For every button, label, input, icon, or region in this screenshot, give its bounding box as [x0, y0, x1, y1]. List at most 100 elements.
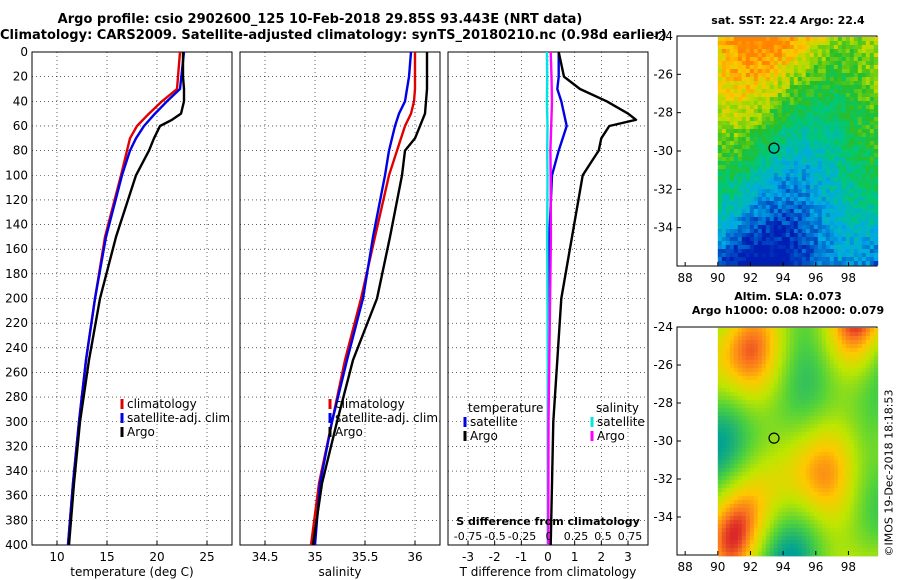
- series-line-salinity-argo: [547, 51, 554, 546]
- differences-xtick-label: 2: [598, 550, 606, 564]
- sla-map-ytick-label: -24: [653, 320, 673, 334]
- diff-top-axis-tick-label: 0: [546, 530, 553, 543]
- sst-map-title: sat. SST: 22.4 Argo: 22.4: [711, 14, 865, 27]
- depth-tick-label: 60: [13, 119, 28, 133]
- diff-legend-temperature-title: temperature: [468, 401, 543, 415]
- temperature-xtick-label: 25: [199, 550, 214, 564]
- depth-tick-label: 380: [5, 513, 28, 527]
- sst-map-xtick-label: 92: [743, 271, 758, 285]
- differences-xtick-label: -2: [489, 550, 501, 564]
- depth-tick-label: 20: [13, 70, 28, 84]
- salinity-legend-label: satellite-adj. clim.: [335, 411, 442, 425]
- chart-title-line2: Climatology: CARS2009. Satellite-adjuste…: [0, 28, 667, 43]
- differences-xtick-label: 1: [571, 550, 579, 564]
- depth-tick-label: 160: [5, 242, 28, 256]
- diff-legend-salinity-label: satellite: [597, 415, 645, 429]
- sst-map-ytick-label: -32: [653, 182, 673, 196]
- depth-tick-label: 260: [5, 365, 28, 379]
- sst-map-xtick-label: 90: [710, 271, 725, 285]
- sst-map-xtick-label: 98: [841, 271, 856, 285]
- salinity-xtick-label: 35: [307, 550, 322, 564]
- series-line-satellite-adj-clim-: [313, 51, 413, 546]
- temperature-legend-label: climatology: [127, 397, 197, 411]
- sla-map-xtick-label: 98: [841, 560, 856, 574]
- diff-top-axis-tick-label: 0.75: [618, 530, 643, 543]
- series-line-temperature-argo: [549, 51, 638, 546]
- temperature-xtick-label: 15: [99, 550, 114, 564]
- sla-map-xtick-label: 92: [743, 560, 758, 574]
- diff-top-axis-tick-label: 0.5: [594, 530, 612, 543]
- depth-tick-label: 0: [20, 45, 28, 59]
- depth-tick-label: 220: [5, 316, 28, 330]
- sst-map-ytick-label: -28: [653, 106, 673, 120]
- sla-map-xtick-label: 88: [678, 560, 693, 574]
- sla-map-ytick-label: -32: [653, 472, 673, 486]
- depth-tick-label: 360: [5, 489, 28, 503]
- diff-legend-temperature-label: satellite: [470, 415, 518, 429]
- differences-xtick-label: 3: [624, 550, 632, 564]
- sla-map-xtick-label: 96: [808, 560, 823, 574]
- sst-map-ytick-label: -30: [653, 144, 673, 158]
- temperature-xlabel: temperature (deg C): [70, 565, 193, 579]
- temperature-xtick-label: 10: [49, 550, 64, 564]
- series-line-satellite-adj-clim-: [66, 51, 186, 546]
- diff-top-axis-tick-label: -0.75: [454, 530, 482, 543]
- differences-xtick-label: -1: [515, 550, 527, 564]
- sla-map-ytick-label: -30: [653, 434, 673, 448]
- depth-tick-label: 200: [5, 292, 28, 306]
- diff-legend-temperature-label: Argo: [470, 429, 498, 443]
- series-line-argo: [311, 52, 429, 546]
- salinity-xtick-label: 36: [407, 550, 422, 564]
- sst-map-ytick-label: -26: [653, 67, 673, 81]
- salinity-xtick-label: 34.5: [252, 550, 279, 564]
- temperature-legend-label: Argo: [127, 425, 155, 439]
- depth-tick-label: 40: [13, 94, 28, 108]
- sla-map-xtick-label: 90: [710, 560, 725, 574]
- temperature-xtick-label: 20: [149, 550, 164, 564]
- salinity-xlabel: salinity: [318, 565, 361, 579]
- sst-map-field: [717, 37, 879, 266]
- differences-xtick-label: 0: [544, 550, 552, 564]
- sst-map-argo-marker: [768, 142, 780, 154]
- sla-map-ytick-label: -26: [653, 358, 673, 372]
- depth-tick-label: 180: [5, 267, 28, 281]
- depth-tick-label: 400: [5, 538, 28, 552]
- depth-tick-label: 340: [5, 464, 28, 478]
- depth-tick-label: 280: [5, 390, 28, 404]
- sla-map-title-line2: Argo h1000: 0.08 h2000: 0.079: [691, 304, 885, 317]
- differences-xtick-label: -3: [462, 550, 474, 564]
- sla-map-ytick-label: -28: [653, 396, 673, 410]
- sla-map-ytick-label: -34: [653, 510, 673, 524]
- salinity-legend-label: climatology: [335, 397, 405, 411]
- sst-map-ytick-label: -34: [653, 221, 673, 235]
- temperature-legend-label: satellite-adj. clim.: [127, 411, 234, 425]
- sst-map-ytick-label: -24: [653, 29, 673, 43]
- sla-map-title-line1: Altim. SLA: 0.073: [734, 290, 842, 303]
- diff-top-axis-tick-label: -0.25: [508, 530, 536, 543]
- depth-tick-label: 300: [5, 415, 28, 429]
- salinity-legend-label: Argo: [335, 425, 363, 439]
- diff-legend-salinity-title: salinity: [596, 401, 639, 415]
- depth-tick-label: 240: [5, 341, 28, 355]
- sla-map-argo-marker: [768, 432, 780, 444]
- depth-tick-label: 320: [5, 439, 28, 453]
- sla-map-field: [717, 327, 879, 557]
- depth-tick-label: 140: [5, 218, 28, 232]
- chart-title-line1: Argo profile: csio 2902600_125 10-Feb-20…: [57, 12, 583, 27]
- differences-xlabel: T difference from climatology: [459, 565, 637, 579]
- series-line-salinity-satellite: [545, 51, 550, 545]
- sst-map-xtick-label: 94: [775, 271, 790, 285]
- diff-top-axis-tick-label: -0.5: [484, 530, 505, 543]
- salinity-xtick-label: 35.5: [352, 550, 379, 564]
- depth-tick-label: 80: [13, 144, 28, 158]
- series-line-argo: [67, 52, 186, 546]
- sst-map-xtick-label: 96: [808, 271, 823, 285]
- diff-top-axis-tick-label: 0.25: [564, 530, 589, 543]
- diff-top-axis-label: S difference from climatology: [456, 515, 640, 528]
- depth-tick-label: 100: [5, 168, 28, 182]
- depth-tick-label: 120: [5, 193, 28, 207]
- sst-map-xtick-label: 88: [678, 271, 693, 285]
- sla-map-xtick-label: 94: [775, 560, 790, 574]
- diff-legend-salinity-label: Argo: [597, 429, 625, 443]
